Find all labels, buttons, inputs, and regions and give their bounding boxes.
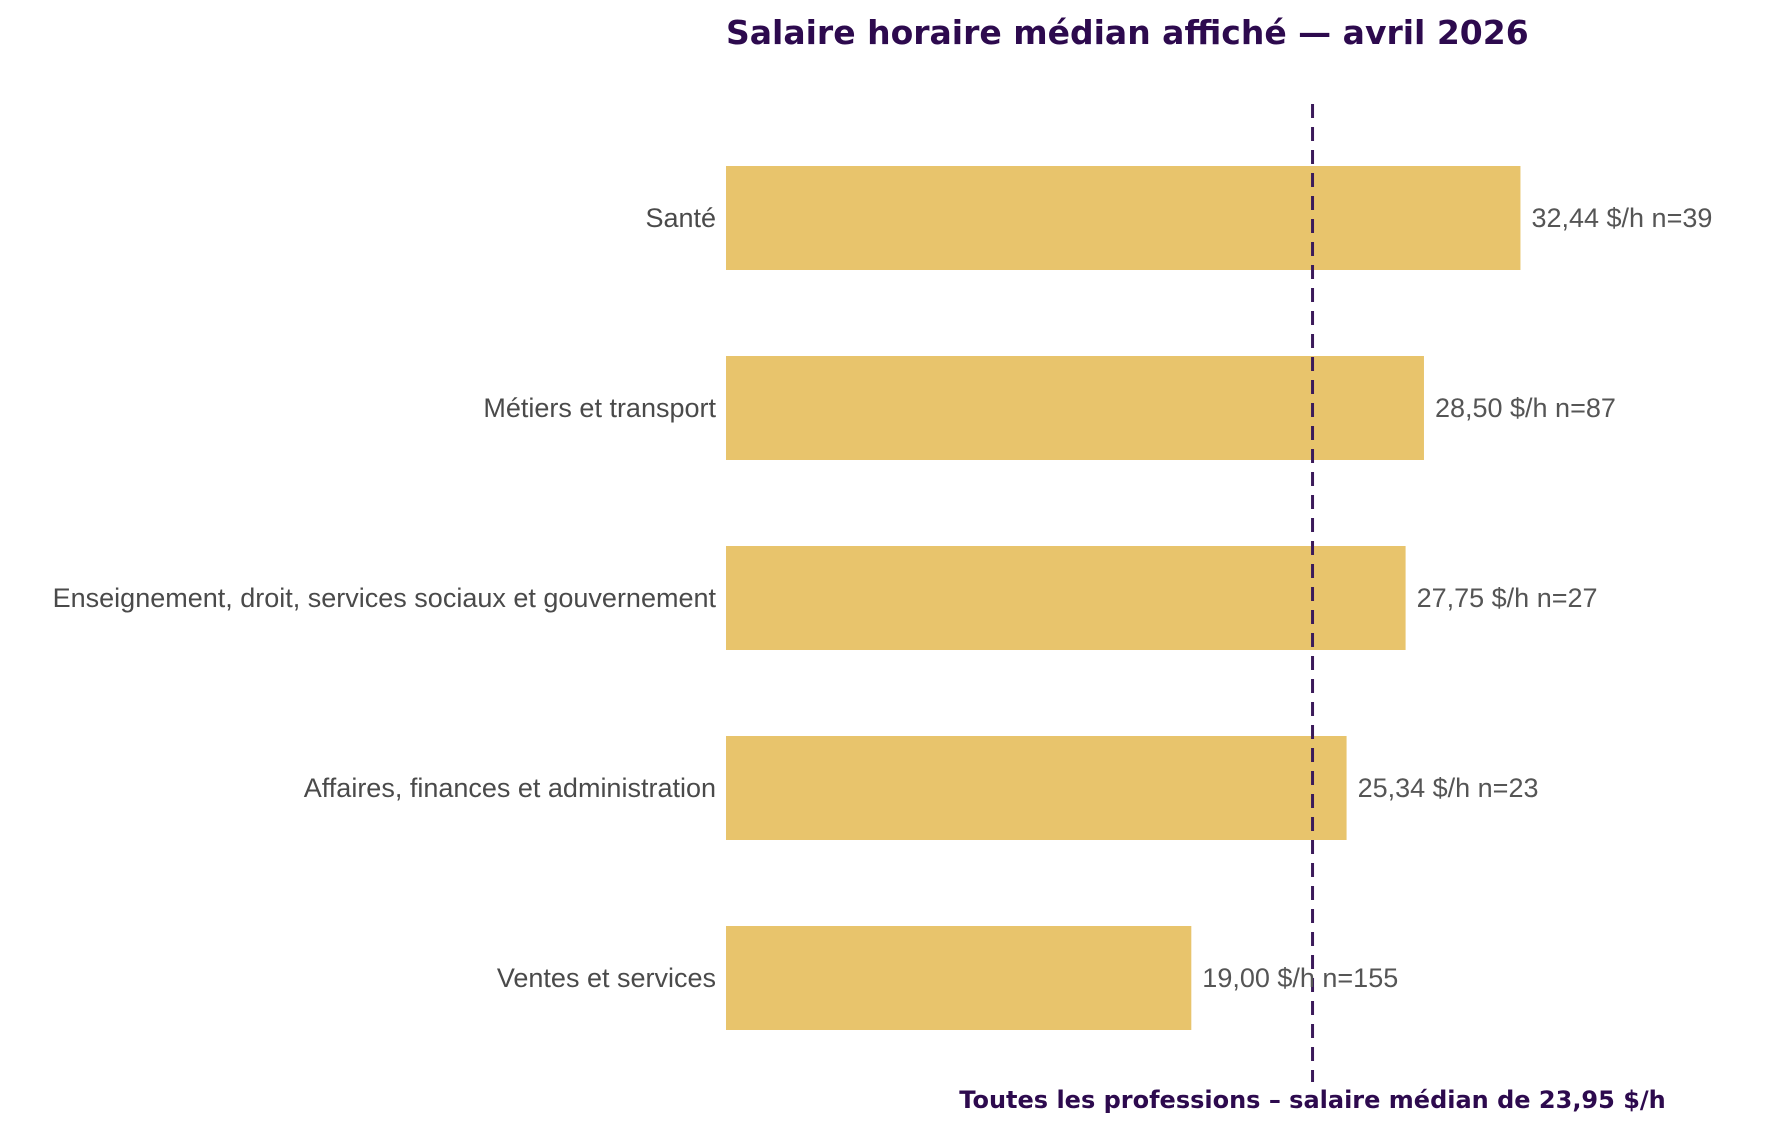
bar bbox=[726, 166, 1521, 270]
category-label: Enseignement, droit, services sociaux et… bbox=[53, 583, 717, 613]
value-label: 19,00 $/h n=155 bbox=[1202, 963, 1398, 993]
category-label: Affaires, finances et administration bbox=[304, 773, 716, 803]
value-label: 32,44 $/h n=39 bbox=[1531, 203, 1712, 233]
bar bbox=[726, 736, 1347, 840]
bar bbox=[726, 546, 1406, 650]
value-label: 25,34 $/h n=23 bbox=[1358, 773, 1539, 803]
bar bbox=[726, 926, 1192, 1030]
labels-layer: Santé 32,44 $/h n=39 Métiers et transport 2… bbox=[53, 203, 1713, 1114]
category-label: Métiers et transport bbox=[483, 393, 716, 423]
chart-title: Salaire horaire médian affiché — avril 2… bbox=[726, 13, 1529, 52]
value-label: 27,75 $/h n=27 bbox=[1417, 583, 1598, 613]
value-label: 28,50 $/h n=87 bbox=[1435, 393, 1616, 423]
reference-line-label: Toutes les professions – salaire médian … bbox=[959, 1086, 1665, 1114]
category-label: Santé bbox=[645, 203, 716, 233]
bars-layer bbox=[726, 166, 1521, 1030]
bar bbox=[726, 356, 1424, 460]
category-label: Ventes et services bbox=[497, 963, 716, 993]
